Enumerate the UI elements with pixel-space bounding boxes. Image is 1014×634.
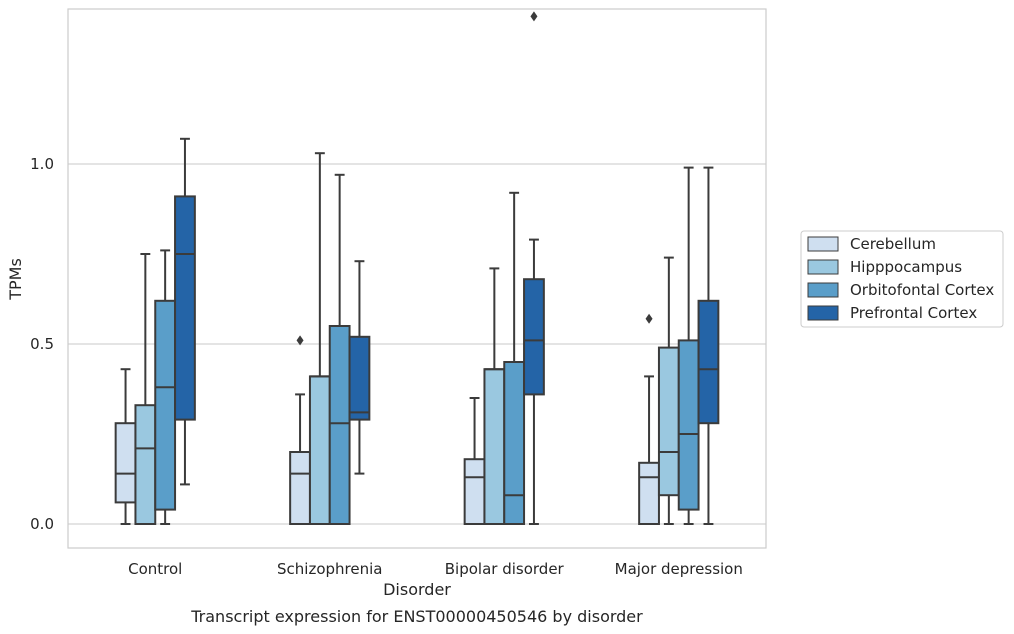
box-group [638,313,660,525]
legend-swatch [807,236,839,252]
legend-label: Hipppocampus [850,258,962,276]
box-iqr [308,375,331,525]
box-group [677,166,700,525]
legend-label: Orbitofontal Cortex [850,281,994,299]
plot-frame [67,8,767,549]
legend-swatch [807,282,839,298]
y-tick-label: 0.0 [30,515,54,533]
legend-swatch [807,305,839,321]
box-iqr [289,451,311,525]
legend: Cerebellum Hipppocampus Orbitofontal Corte… [800,230,1004,328]
x-tick-label: Control [128,560,182,578]
box-iqr [114,422,137,504]
legend-frame [800,230,1004,328]
box-iqr [134,404,157,526]
box-group [483,267,506,526]
box-group [174,137,196,486]
legend-label: Cerebellum [850,235,936,253]
chart-caption: Transcript expression for ENST0000045054… [190,607,643,626]
box-group [328,173,351,525]
outlier-point [296,335,304,346]
box-group [523,11,545,525]
box-iqr [503,361,526,525]
box-iqr [638,461,660,525]
box-iqr [483,368,506,526]
box-group [463,397,486,526]
x-tick-labels: Control Schizophrenia Bipolar disorder Majo… [128,560,743,578]
box-iqr [677,339,700,511]
x-axis-label: Disorder [383,580,451,599]
box-group [697,166,720,525]
box-iqr [328,325,351,525]
box-iqr [174,195,196,421]
box-group [289,335,311,525]
box-group [503,191,526,525]
box-iqr [154,299,177,511]
box-plots [114,11,720,526]
legend-swatch [807,259,839,275]
box-group [308,152,331,525]
y-tick-labels: 0.00.51.01.52.02.5 [30,155,54,533]
legend-label: Prefrontal Cortex [850,304,977,322]
y-tick-label: 1.0 [30,155,54,173]
outlier-point [645,313,653,324]
outlier-point [530,11,538,22]
y-tick-label: 0.5 [30,335,54,353]
x-tick-label: Major depression [615,560,743,578]
x-tick-label: Schizophrenia [277,560,382,578]
y-axis-label: TPMs [6,258,25,301]
box-group [348,260,371,475]
x-tick-label: Bipolar disorder [445,560,565,578]
box-iqr [463,458,486,526]
box-iqr [697,299,720,425]
box-iqr [523,278,545,396]
box-iqr [657,346,680,497]
box-iqr [348,335,371,421]
